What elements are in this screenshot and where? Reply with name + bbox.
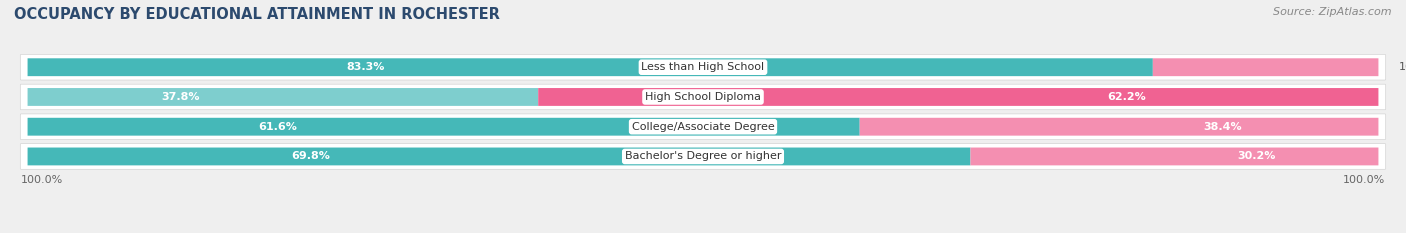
Text: 69.8%: 69.8%: [291, 151, 330, 161]
Text: Source: ZipAtlas.com: Source: ZipAtlas.com: [1274, 7, 1392, 17]
FancyBboxPatch shape: [28, 118, 859, 136]
Text: 61.6%: 61.6%: [257, 122, 297, 132]
Text: 62.2%: 62.2%: [1107, 92, 1146, 102]
Text: 100.0%: 100.0%: [21, 175, 63, 185]
Text: 100.0%: 100.0%: [1343, 175, 1385, 185]
Text: Bachelor's Degree or higher: Bachelor's Degree or higher: [624, 151, 782, 161]
FancyBboxPatch shape: [20, 114, 1386, 140]
Text: 83.3%: 83.3%: [346, 62, 384, 72]
Text: 30.2%: 30.2%: [1237, 151, 1275, 161]
FancyBboxPatch shape: [28, 88, 538, 106]
Text: High School Diploma: High School Diploma: [645, 92, 761, 102]
Legend: Owner-occupied, Renter-occupied: Owner-occupied, Renter-occupied: [588, 230, 818, 233]
FancyBboxPatch shape: [20, 55, 1386, 80]
Text: 16.7%: 16.7%: [1399, 62, 1406, 72]
FancyBboxPatch shape: [28, 147, 970, 165]
FancyBboxPatch shape: [859, 118, 1378, 136]
Text: 37.8%: 37.8%: [162, 92, 200, 102]
FancyBboxPatch shape: [20, 84, 1386, 110]
FancyBboxPatch shape: [20, 144, 1386, 169]
Text: OCCUPANCY BY EDUCATIONAL ATTAINMENT IN ROCHESTER: OCCUPANCY BY EDUCATIONAL ATTAINMENT IN R…: [14, 7, 501, 22]
FancyBboxPatch shape: [538, 88, 1378, 106]
FancyBboxPatch shape: [970, 147, 1378, 165]
Text: College/Associate Degree: College/Associate Degree: [631, 122, 775, 132]
FancyBboxPatch shape: [28, 58, 1153, 76]
FancyBboxPatch shape: [1153, 58, 1378, 76]
Text: 38.4%: 38.4%: [1204, 122, 1241, 132]
Text: Less than High School: Less than High School: [641, 62, 765, 72]
